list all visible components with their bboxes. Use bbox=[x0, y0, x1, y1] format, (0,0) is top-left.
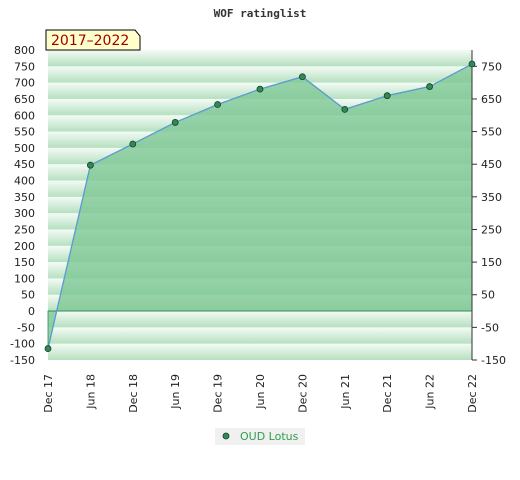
data-point bbox=[214, 101, 222, 108]
period-badge-text: 2017–2022 bbox=[51, 33, 129, 49]
y-tick-label-right: 250 bbox=[481, 223, 502, 236]
x-tick-label: Dec 20 bbox=[296, 374, 309, 413]
y-tick-label-left: 250 bbox=[14, 223, 35, 236]
y-tick-label-right: 50 bbox=[481, 289, 495, 302]
data-point bbox=[171, 119, 179, 126]
x-tick-label: Jun 18 bbox=[84, 374, 97, 410]
y-tick-label-left: 350 bbox=[14, 191, 35, 204]
y-tick-label-left: 100 bbox=[14, 272, 35, 285]
area-layer bbox=[47, 63, 473, 349]
data-point bbox=[383, 92, 391, 100]
legend: OUD Lotus bbox=[215, 428, 305, 445]
y-tick-label-left: -150 bbox=[10, 354, 35, 367]
y-tick-label-left: 300 bbox=[14, 207, 35, 220]
y-tick-label-left: 700 bbox=[14, 77, 35, 90]
y-tick-label-left: 450 bbox=[14, 158, 35, 171]
data-point bbox=[341, 105, 349, 113]
x-tick-label: Jun 19 bbox=[169, 374, 182, 410]
y-tick-label-left: 0 bbox=[28, 305, 35, 318]
y-tick-label-right: -150 bbox=[481, 354, 506, 367]
x-tick-label: Dec 19 bbox=[212, 374, 225, 413]
y-tick-label-left: 600 bbox=[14, 109, 35, 122]
data-point bbox=[129, 140, 137, 148]
y-tick-label-right: 550 bbox=[481, 126, 502, 139]
y-tick-label-left: 800 bbox=[14, 44, 35, 57]
x-tick-label: Dec 22 bbox=[466, 374, 479, 413]
data-point bbox=[468, 60, 476, 68]
x-tick-label: Dec 17 bbox=[42, 374, 55, 413]
y-tick-label-right: 150 bbox=[481, 256, 502, 269]
period-badge: 2017–2022 bbox=[45, 29, 141, 51]
x-tick-label: Jun 22 bbox=[424, 374, 437, 410]
y-tick-label-right: -50 bbox=[481, 321, 499, 334]
y-tick-label-left: 50 bbox=[21, 289, 35, 302]
y-tick-label-left: 750 bbox=[14, 60, 35, 73]
data-points bbox=[44, 60, 476, 352]
axes: 8007507006506005505004504003503002502001… bbox=[10, 44, 506, 413]
background-band bbox=[48, 50, 472, 67]
y-tick-label-left: 550 bbox=[14, 126, 35, 139]
y-tick-label-left: 200 bbox=[14, 240, 35, 253]
y-tick-label-left: 500 bbox=[14, 142, 35, 155]
y-tick-label-left: 650 bbox=[14, 93, 35, 106]
x-tick-label: Jun 21 bbox=[339, 374, 352, 410]
y-tick-label-left: 400 bbox=[14, 175, 35, 188]
y-tick-label-left: 150 bbox=[14, 256, 35, 269]
y-tick-label-right: 650 bbox=[481, 93, 502, 106]
chart-title: WOF ratinglist bbox=[214, 7, 307, 20]
y-tick-label-left: -50 bbox=[17, 321, 35, 334]
legend-label: OUD Lotus bbox=[240, 430, 299, 443]
y-tick-label-right: 350 bbox=[481, 191, 502, 204]
x-tick-label: Dec 21 bbox=[381, 374, 394, 413]
background-band bbox=[48, 66, 472, 83]
background-band bbox=[48, 343, 472, 360]
data-point bbox=[256, 85, 264, 93]
y-tick-label-left: -100 bbox=[10, 338, 35, 351]
x-tick-label: Dec 18 bbox=[127, 374, 140, 413]
legend-marker bbox=[222, 432, 230, 440]
x-tick-label: Jun 20 bbox=[254, 374, 267, 410]
data-point bbox=[44, 345, 52, 352]
data-point bbox=[426, 83, 434, 90]
background-band bbox=[48, 327, 472, 344]
data-point bbox=[87, 161, 94, 169]
y-tick-label-right: 450 bbox=[481, 158, 502, 171]
background-band bbox=[48, 311, 472, 328]
data-point bbox=[298, 73, 306, 81]
y-tick-label-right: 750 bbox=[481, 60, 502, 73]
